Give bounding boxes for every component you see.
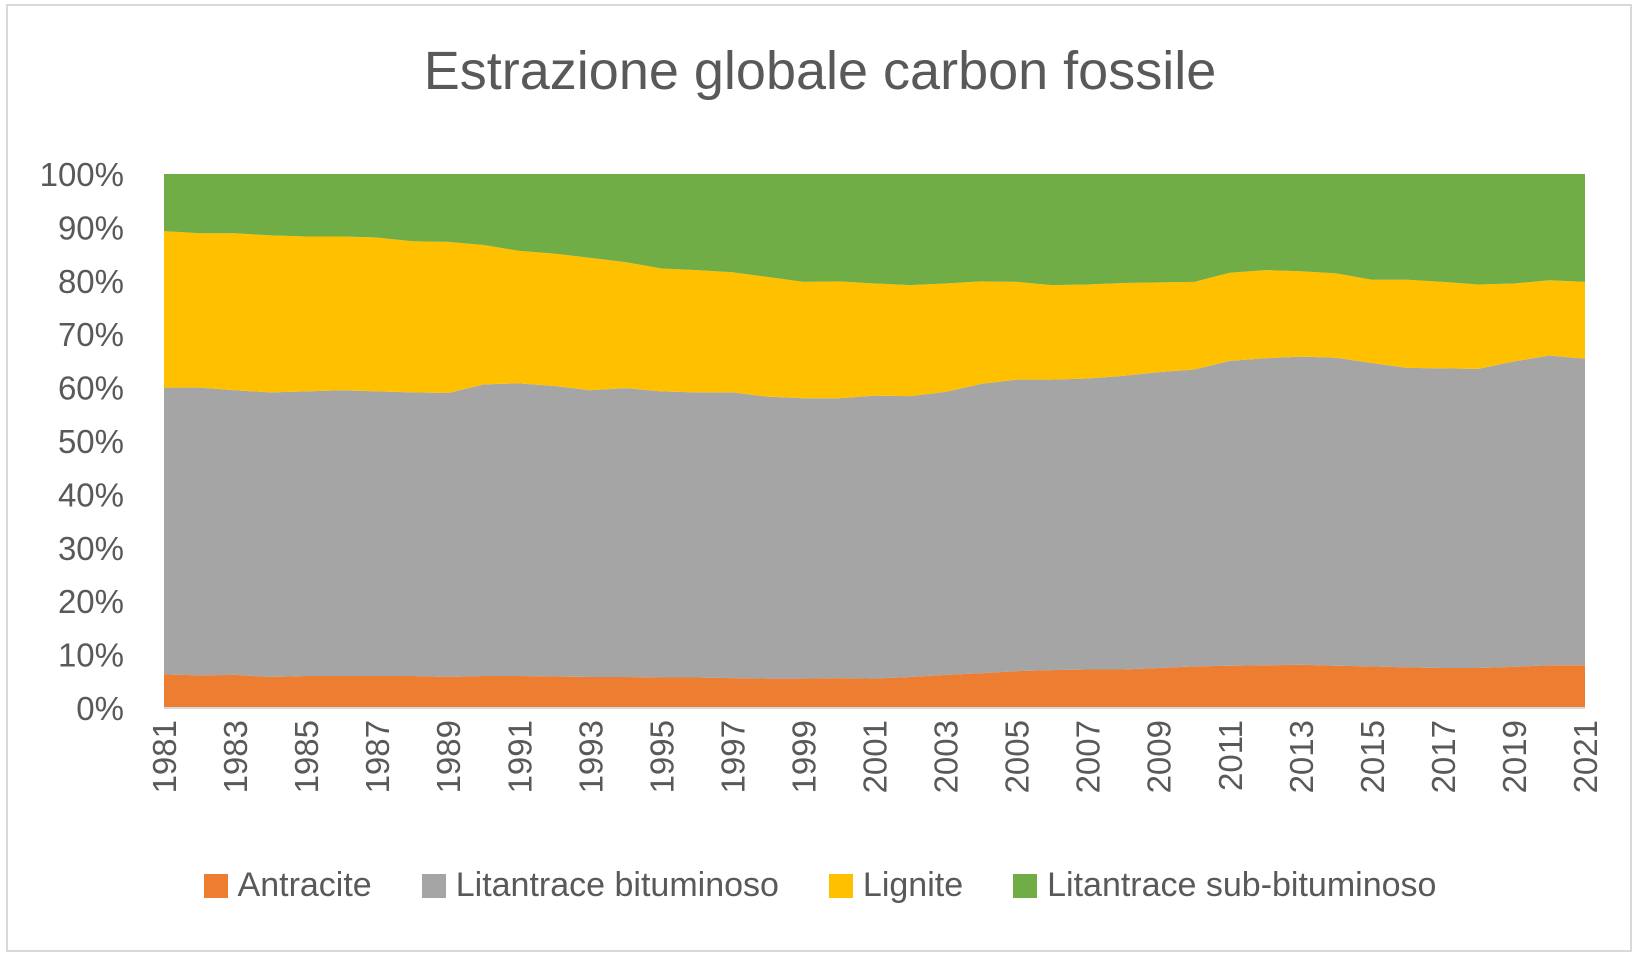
x-tick-label: 1985: [288, 720, 325, 793]
legend-label: Antracite: [237, 866, 372, 904]
y-tick-label: 50%: [58, 423, 124, 460]
x-tick-label: 1997: [714, 720, 751, 793]
y-tick-label: 80%: [58, 263, 124, 300]
x-tick-label: 1999: [785, 720, 822, 793]
x-tick-label: 1995: [643, 720, 680, 793]
x-tick-label: 2005: [999, 720, 1036, 793]
legend-swatch: [203, 873, 228, 898]
x-tick-label: 1983: [217, 720, 254, 793]
y-tick-label: 100%: [40, 156, 124, 193]
legend-label: Litantrace sub-bituminoso: [1047, 866, 1437, 904]
y-tick-label: 20%: [58, 583, 124, 620]
y-tick-label: 90%: [58, 209, 124, 246]
x-tick-label: 1987: [359, 720, 396, 793]
chart-title: Estrazione globale carbon fossile: [423, 41, 1217, 101]
x-tick-label: 1993: [572, 720, 609, 793]
legend-label: Lignite: [862, 866, 964, 904]
y-tick-label: 0%: [76, 690, 124, 727]
x-tick-label: 2007: [1070, 720, 1107, 793]
y-tick-label: 60%: [58, 370, 124, 407]
legend-swatch: [1013, 873, 1038, 898]
legend-item: Litantrace bituminoso: [421, 866, 779, 905]
legend-item: Antracite: [203, 866, 372, 905]
legend-swatch: [828, 873, 853, 898]
area-series-group: [164, 174, 1585, 708]
x-tick-label: 2003: [928, 720, 965, 793]
x-tick-label: 2013: [1283, 720, 1320, 793]
y-tick-label: 30%: [58, 530, 124, 567]
x-tick-label: 2019: [1496, 720, 1533, 793]
x-tick-label: 2017: [1425, 720, 1462, 793]
x-axis-tick-labels: 1981 1983 1985 1987 1989 1991 1993 1995 1997 1999…: [146, 720, 1604, 793]
area-series-antracite: [164, 664, 1585, 708]
legend-item: Lignite: [828, 866, 964, 905]
legend-label: Litantrace bituminoso: [455, 866, 779, 904]
area-series-litantrace-bituminoso: [164, 355, 1585, 679]
area-series-lignite: [164, 231, 1585, 399]
y-tick-label: 10%: [58, 637, 124, 674]
y-axis-tick-labels: 0% 10% 20% 30% 40% 50% 60% 70% 80% 90% 100%: [40, 156, 124, 727]
legend-swatch: [421, 873, 446, 898]
y-tick-label: 70%: [58, 316, 124, 353]
legend-item: Litantrace sub-bituminoso: [1013, 866, 1436, 905]
legend: Antracite Litantrace bituminoso Lignite Lit…: [0, 866, 1640, 905]
x-tick-label: 2009: [1141, 720, 1178, 793]
area-series-litantrace-sub-bituminoso: [164, 174, 1585, 286]
x-tick-label: 1989: [430, 720, 467, 793]
x-tick-label: 1981: [146, 720, 183, 793]
x-tick-label: 2001: [857, 720, 894, 793]
x-tick-label: 2021: [1567, 720, 1604, 793]
x-tick-label: 2015: [1354, 720, 1391, 793]
x-tick-label: 2011: [1212, 720, 1249, 791]
x-tick-label: 1991: [501, 720, 538, 793]
y-tick-label: 40%: [58, 476, 124, 513]
